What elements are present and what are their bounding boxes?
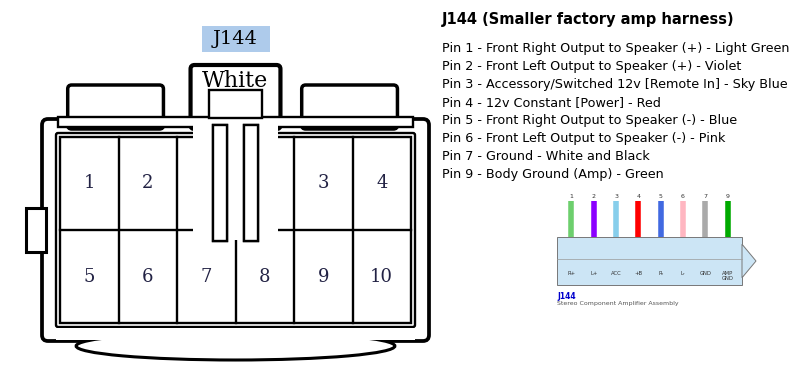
Text: GND: GND bbox=[699, 271, 711, 276]
Text: 1: 1 bbox=[83, 175, 95, 192]
Bar bbox=[213, 125, 227, 240]
Text: Pin 1 - Front Right Output to Speaker (+) - Light Green: Pin 1 - Front Right Output to Speaker (+… bbox=[442, 42, 790, 55]
Text: 2: 2 bbox=[142, 175, 154, 192]
FancyBboxPatch shape bbox=[302, 85, 398, 129]
Text: ACC: ACC bbox=[610, 271, 622, 276]
Bar bbox=[202, 26, 270, 52]
Text: Pin 7 - Ground - White and Black: Pin 7 - Ground - White and Black bbox=[442, 150, 650, 163]
Text: J144: J144 bbox=[213, 30, 258, 48]
Text: 9: 9 bbox=[318, 267, 329, 286]
Ellipse shape bbox=[76, 332, 395, 360]
Text: Pin 9 - Body Ground (Amp) - Green: Pin 9 - Body Ground (Amp) - Green bbox=[442, 168, 664, 181]
Text: 6: 6 bbox=[681, 194, 685, 199]
Text: AMP
GND: AMP GND bbox=[722, 271, 734, 281]
FancyBboxPatch shape bbox=[56, 133, 415, 327]
Text: Pin 6 - Front Left Output to Speaker (-) - Pink: Pin 6 - Front Left Output to Speaker (-)… bbox=[442, 132, 726, 145]
Text: 5: 5 bbox=[83, 267, 95, 286]
FancyBboxPatch shape bbox=[42, 119, 429, 341]
Bar bbox=[60, 137, 411, 323]
Text: 5: 5 bbox=[658, 194, 662, 199]
Text: 8: 8 bbox=[259, 267, 270, 286]
Text: 7: 7 bbox=[703, 194, 707, 199]
Bar bbox=[26, 208, 46, 252]
Text: Pin 2 - Front Left Output to Speaker (+) - Violet: Pin 2 - Front Left Output to Speaker (+)… bbox=[442, 60, 742, 73]
Text: 3: 3 bbox=[614, 194, 618, 199]
Bar bbox=[193, 125, 278, 240]
Text: 4: 4 bbox=[376, 175, 387, 192]
Text: J144: J144 bbox=[557, 292, 576, 301]
Text: 6: 6 bbox=[142, 267, 154, 286]
Text: L-: L- bbox=[681, 271, 686, 276]
Bar bbox=[244, 125, 258, 240]
Text: 10: 10 bbox=[370, 267, 394, 286]
Text: J144 (Smaller factory amp harness): J144 (Smaller factory amp harness) bbox=[442, 12, 734, 27]
Bar bbox=[213, 125, 227, 240]
Text: 1: 1 bbox=[570, 194, 574, 199]
Text: Stereo Component Amplifier Assembly: Stereo Component Amplifier Assembly bbox=[557, 301, 678, 306]
Text: 4: 4 bbox=[636, 194, 640, 199]
Bar bbox=[244, 125, 258, 240]
Bar bbox=[58, 117, 413, 127]
Text: 7: 7 bbox=[201, 267, 212, 286]
Text: 2: 2 bbox=[592, 194, 596, 199]
Text: White: White bbox=[202, 70, 269, 92]
Text: Pin 5 - Front Right Output to Speaker (-) - Blue: Pin 5 - Front Right Output to Speaker (-… bbox=[442, 114, 737, 127]
Text: 9: 9 bbox=[726, 194, 730, 199]
Polygon shape bbox=[742, 244, 756, 278]
Text: Pin 4 - 12v Constant [Power] - Red: Pin 4 - 12v Constant [Power] - Red bbox=[442, 96, 661, 109]
Bar bbox=[210, 90, 262, 118]
Text: +B: +B bbox=[634, 271, 642, 276]
Text: R+: R+ bbox=[567, 271, 575, 276]
Text: Pin 3 - Accessory/Switched 12v [Remote In] - Sky Blue: Pin 3 - Accessory/Switched 12v [Remote I… bbox=[442, 78, 788, 91]
FancyBboxPatch shape bbox=[190, 65, 281, 129]
Text: L+: L+ bbox=[590, 271, 598, 276]
Text: 3: 3 bbox=[318, 175, 329, 192]
FancyBboxPatch shape bbox=[68, 85, 163, 129]
Bar bbox=[557, 237, 742, 285]
Text: R-: R- bbox=[658, 271, 663, 276]
Bar bbox=[56, 328, 415, 340]
